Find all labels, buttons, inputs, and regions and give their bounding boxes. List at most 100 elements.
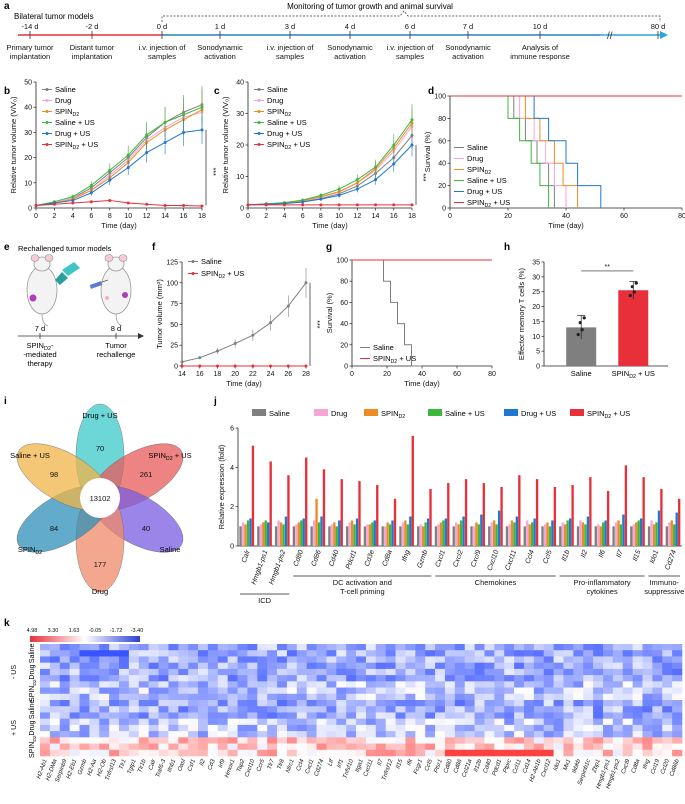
x-tick-label: 22 <box>249 371 257 378</box>
heatmap-cell <box>662 749 673 757</box>
legend-text: SPIN <box>201 269 219 278</box>
venn-count: 70 <box>96 444 104 453</box>
bar <box>459 520 463 546</box>
bar <box>584 524 587 546</box>
heatmap-cell <box>59 718 70 726</box>
heatmap-cell <box>563 749 574 757</box>
heatmap-cell <box>514 656 525 663</box>
heatmap-cell <box>316 668 327 676</box>
heatmap-cell <box>198 737 209 744</box>
heatmap-cell <box>257 662 268 670</box>
heatmap-cell <box>237 650 248 657</box>
heatmap-cell <box>356 668 367 676</box>
heatmap-cell <box>148 706 159 713</box>
heatmap-cell <box>632 731 643 738</box>
heatmap-cell <box>444 700 456 707</box>
heatmap-cell <box>257 737 268 744</box>
legend-text: SPIN <box>381 409 399 418</box>
gene-label: Gzmb <box>416 549 429 569</box>
heatmap-cell <box>247 724 258 732</box>
heatmap-cell <box>484 693 495 701</box>
heatmap-cell <box>69 718 80 726</box>
heatmap-cell <box>474 693 485 701</box>
heatmap-cell <box>188 737 199 744</box>
heatmap-cell <box>523 650 535 657</box>
heatmap-cell <box>622 700 633 707</box>
heatmap-cell <box>385 731 396 738</box>
heatmap-cell <box>89 737 100 744</box>
heatmap-cell <box>277 681 288 688</box>
heatmap-cell <box>79 656 90 663</box>
heatmap-gene-label: Tgtp1 <box>127 759 138 775</box>
heatmap-cell <box>49 681 61 688</box>
heatmap-cell <box>583 700 594 707</box>
heatmap-cell <box>316 675 327 682</box>
heatmap-cell <box>435 681 446 688</box>
x-tick-label: 0 <box>448 213 452 220</box>
heatmap-cell <box>672 662 683 670</box>
heatmap-cell <box>563 644 574 651</box>
heatmap-cell <box>474 731 485 738</box>
heatmap-cell <box>128 737 140 744</box>
heatmap-cell <box>444 749 456 757</box>
therapy-label-3: therapy <box>27 359 52 368</box>
heatmap-cell <box>425 724 436 732</box>
bar <box>668 522 671 546</box>
heatmap-cell <box>346 749 357 757</box>
heatmap-cell <box>593 724 604 732</box>
heatmap-cell <box>444 668 456 676</box>
legend-subscript: D2 <box>391 359 398 365</box>
heatmap-cell <box>79 749 90 757</box>
heatmap-cell <box>306 656 317 663</box>
heatmap-cell <box>454 718 466 726</box>
timeline-event: Analysis of <box>522 43 559 52</box>
heatmap-cell <box>89 706 100 713</box>
legend-marker <box>257 143 261 146</box>
heatmap-cell <box>444 681 456 688</box>
heatmap-cell <box>365 681 377 688</box>
heatmap-cell <box>346 731 357 738</box>
heatmap-cell <box>247 644 258 651</box>
heatmap-cell <box>494 731 505 738</box>
heatmap-cell <box>504 662 515 670</box>
heatmap-cell <box>257 706 268 713</box>
x-tick-label: 60 <box>453 371 461 378</box>
heatmap-cell <box>464 644 475 651</box>
heatmap-cell <box>435 749 446 757</box>
data-point <box>71 201 75 205</box>
heatmap-cell <box>346 712 357 719</box>
x-tick-label: 6 <box>89 213 93 220</box>
data-point <box>392 203 396 207</box>
heatmap-cell <box>444 724 456 732</box>
heatmap-cell <box>385 687 396 695</box>
heatmap-cell <box>336 706 347 713</box>
heatmap-cell <box>523 681 535 688</box>
heatmap-cell <box>612 749 624 757</box>
heatmap-cell <box>227 737 238 744</box>
heatmap-cell <box>543 743 554 751</box>
heatmap-gene-label: Cd3 <box>207 758 217 771</box>
heatmap-cell <box>277 712 288 719</box>
heatmap-cell <box>662 737 673 744</box>
heatmap-cell <box>336 749 347 757</box>
heatmap-cell <box>365 706 377 713</box>
heatmap-cell <box>533 687 545 695</box>
heatmap-cell <box>573 644 584 651</box>
timeline-arrow-icon <box>660 31 668 39</box>
heatmap-gene-label: Itga1 <box>355 759 365 774</box>
heatmap-cell <box>405 700 416 707</box>
heatmap-cell <box>642 724 653 732</box>
heatmap-cell <box>49 656 61 663</box>
heatmap-cell <box>365 712 377 719</box>
legend-text: + US <box>636 369 655 378</box>
legend-subscript: D2 <box>166 456 173 462</box>
data-point <box>410 203 414 207</box>
heatmap-cell <box>385 737 396 744</box>
legend-label: Drug <box>29 664 36 679</box>
legend-text: + US <box>225 269 244 278</box>
group-label: T-cell priming <box>340 587 385 596</box>
data-point <box>34 203 38 207</box>
x-axis-label: Time (day) <box>226 379 262 388</box>
rechallenge-day1: 7 d <box>35 324 45 333</box>
heatmap-cell <box>257 687 268 695</box>
